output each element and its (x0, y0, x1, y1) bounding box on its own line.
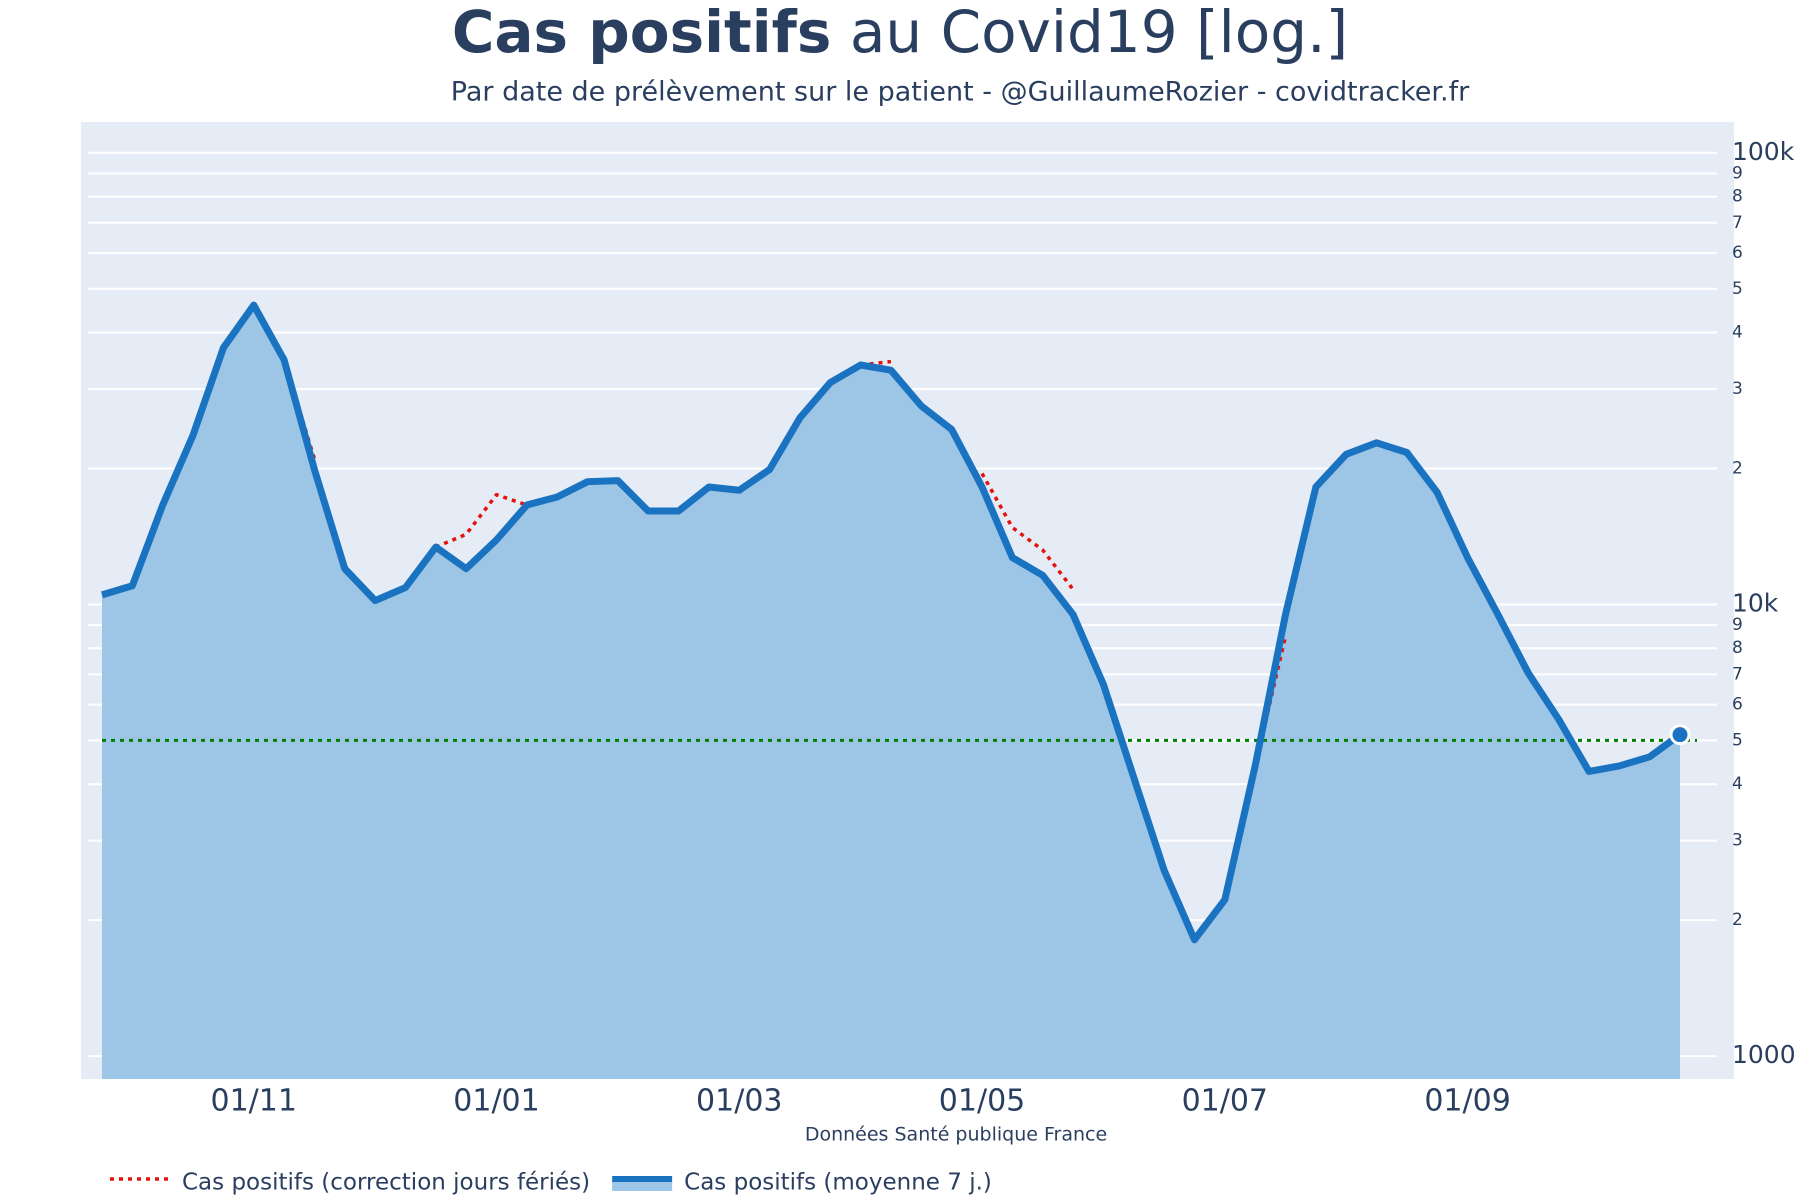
y-tick-label: 6 (1732, 243, 1743, 263)
y-tick-label: 2 (1732, 459, 1743, 479)
last-point (1669, 724, 1691, 746)
y-tick-label: 5 (1732, 279, 1743, 299)
area (102, 305, 1680, 1079)
chart-title: Cas positifs au Covid19 [log.] (452, 0, 1348, 66)
x-tick-label: 01/05 (939, 1084, 1025, 1119)
y-tick-label: 10k (1732, 588, 1779, 617)
y-tick-label: 100k (1732, 137, 1795, 166)
x-tick-label: 01/09 (1424, 1084, 1510, 1119)
y-tick-label: 6 (1732, 695, 1743, 715)
series-line (282, 359, 1288, 767)
legend-item: Cas positifs (correction jours fériés) (110, 1170, 590, 1196)
title-bold: Cas positifs (452, 0, 832, 66)
legend-item: Cas positifs (moyenne 7 j.) (612, 1170, 992, 1196)
y-tick-label: 3 (1732, 379, 1743, 399)
x-axis-label: Données Santé publique France (805, 1124, 1107, 1146)
y-tick-label: 2 (1732, 910, 1743, 930)
series-line (100, 301, 1683, 944)
title-text: au Covid19 [log.] (850, 0, 1348, 66)
x-tick-label: 01/01 (453, 1084, 539, 1119)
legend-swatch-area (612, 1181, 673, 1191)
y-tick-label: 3 (1732, 831, 1743, 851)
x-tick-label: 01/07 (1182, 1084, 1268, 1119)
y-tick-label: 1000 (1732, 1040, 1796, 1069)
x-tick-label: 01/11 (210, 1084, 296, 1119)
y-tick-label: 4 (1732, 323, 1743, 343)
legend-label: Cas positifs (correction jours fériés) (182, 1170, 590, 1196)
y-tick-label: 9 (1732, 615, 1743, 635)
y-tick-label: 8 (1732, 187, 1743, 207)
y-tick-label: 9 (1732, 163, 1743, 183)
y-tick-label: 4 (1732, 774, 1743, 794)
legend-label: Cas positifs (moyenne 7 j.) (684, 1170, 992, 1196)
y-tick-label: 7 (1732, 213, 1743, 233)
y-tick-label: 8 (1732, 638, 1743, 658)
x-tick-label: 01/03 (696, 1084, 782, 1119)
y-tick-label: 7 (1732, 664, 1743, 684)
y-tick-label: 5 (1732, 730, 1743, 750)
subtitle: Par date de prélèvement sur le patient -… (451, 77, 1470, 108)
